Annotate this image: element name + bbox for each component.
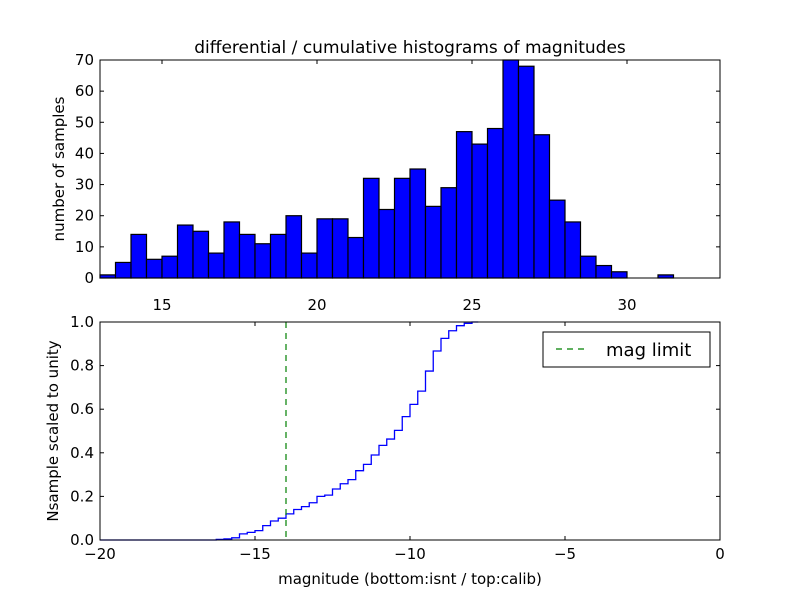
- y-tick-label: 0.6: [70, 400, 94, 418]
- histogram-bar: [176, 224, 194, 279]
- x-tick-label: −15: [239, 545, 271, 563]
- x-tick-label: 20: [307, 296, 326, 314]
- x-tick-label: −5: [554, 545, 576, 563]
- x-tick-label: −10: [394, 545, 426, 563]
- histogram-bar: [409, 168, 427, 279]
- histogram-bar: [300, 252, 318, 279]
- histogram-bar: [393, 177, 411, 279]
- y-tick-label: 1.0: [70, 313, 94, 331]
- histogram-bar: [424, 205, 442, 279]
- histogram-bar: [362, 177, 380, 279]
- chart-title: differential / cumulative histograms of …: [194, 38, 626, 58]
- bottom-ylabel: Nsample scaled to unity: [44, 340, 62, 521]
- histogram-bar: [610, 271, 628, 279]
- y-tick-label: 0.8: [70, 357, 94, 375]
- y-tick-label: 0.2: [70, 487, 94, 505]
- y-tick-label: 70: [75, 51, 94, 69]
- y-tick-label: 20: [75, 207, 94, 225]
- top-histogram-axes: 15 20 25 30 0 10 20 30 40 50 60 70: [75, 51, 721, 314]
- histogram-bar: [564, 221, 582, 279]
- histogram-bar: [331, 218, 349, 279]
- legend: mag limit: [542, 331, 711, 368]
- histogram-bar: [130, 233, 148, 279]
- y-tick-label: 40: [75, 144, 94, 162]
- histogram-bar: [192, 230, 210, 279]
- histogram-bar: [440, 187, 458, 279]
- histogram-bar: [517, 65, 535, 279]
- y-tick-label: 0.4: [70, 444, 94, 462]
- histogram-bar: [285, 215, 303, 279]
- histogram-bar: [502, 59, 520, 279]
- histogram-bar: [548, 199, 566, 279]
- x-tick-label: 25: [462, 296, 481, 314]
- bottom-cumulative-axes: −20 −15 −10 −5 0 0.0 0.2 0.4 0.6 0.8 1.0: [70, 313, 725, 563]
- histogram-bar: [223, 221, 241, 279]
- legend-label: mag limit: [606, 340, 691, 361]
- histogram-bar: [254, 243, 272, 279]
- x-tick-label: 30: [617, 296, 636, 314]
- histogram-bar: [161, 255, 179, 279]
- histogram-bar: [238, 233, 256, 279]
- y-tick-label: 0: [84, 269, 94, 287]
- cumulative-step-line: [100, 321, 479, 541]
- x-tick-label: −20: [84, 545, 116, 563]
- y-tick-label: 60: [75, 82, 94, 100]
- histogram-bar: [533, 134, 551, 279]
- y-tick-label: 0.0: [70, 531, 94, 549]
- histogram-bar: [114, 261, 132, 279]
- histogram-bar: [347, 236, 365, 279]
- axes-frame: [99, 59, 721, 279]
- y-tick-label: 30: [75, 176, 94, 194]
- y-tick-label: 10: [75, 238, 94, 256]
- histogram-bar: [269, 233, 287, 279]
- histogram-bar: [145, 258, 163, 279]
- histogram-bar: [316, 218, 334, 279]
- histogram-bar: [455, 131, 473, 279]
- histogram-bar: [378, 208, 396, 279]
- histogram-bar: [471, 143, 489, 279]
- bottom-xlabel: magnitude (bottom:isnt / top:calib): [278, 570, 542, 588]
- top-ylabel: number of samples: [50, 96, 68, 241]
- x-tick-label: 15: [152, 296, 171, 314]
- histogram-bar: [595, 264, 613, 279]
- histogram-bar: [207, 252, 225, 279]
- histogram-bar: [579, 255, 597, 279]
- x-tick-label: 0: [715, 545, 725, 563]
- histogram-bar: [486, 127, 504, 279]
- y-tick-label: 50: [75, 113, 94, 131]
